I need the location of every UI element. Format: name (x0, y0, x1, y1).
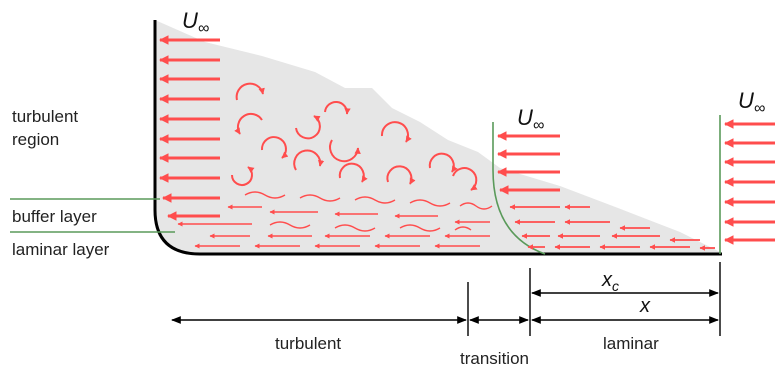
turbulent-velocity-arrows (159, 35, 220, 221)
free-stream-label-laminar: U∞ (738, 88, 765, 117)
wall-plate (153, 20, 722, 256)
turbulent-zone-label: turbulent (275, 334, 341, 353)
critical-length-label: xc (601, 269, 619, 294)
distance-x-label: x (639, 295, 651, 317)
near-wall-arrows (177, 204, 490, 249)
transition-inner-arrows (509, 204, 715, 251)
free-stream-label-turbulent: U∞ (182, 8, 209, 37)
transition-zone-label: transition (460, 349, 529, 368)
dimension-lines (171, 262, 721, 336)
transition-velocity-profile (492, 122, 546, 255)
laminar-layer-label: laminar layer (12, 240, 110, 259)
laminar-zone-label: laminar (603, 334, 659, 353)
laminar-velocity-arrows (724, 119, 775, 245)
free-stream-label-transition: U∞ (517, 105, 544, 134)
boundary-layer-region (155, 20, 720, 254)
turbulent-region-label-line1: turbulent (12, 107, 78, 126)
eddies (231, 82, 478, 191)
buffer-layer-label: buffer layer (12, 207, 97, 226)
turbulent-region-label-line2: region (12, 130, 59, 149)
turbulent-streaks (244, 191, 493, 232)
transition-velocity-arrows (497, 131, 560, 195)
